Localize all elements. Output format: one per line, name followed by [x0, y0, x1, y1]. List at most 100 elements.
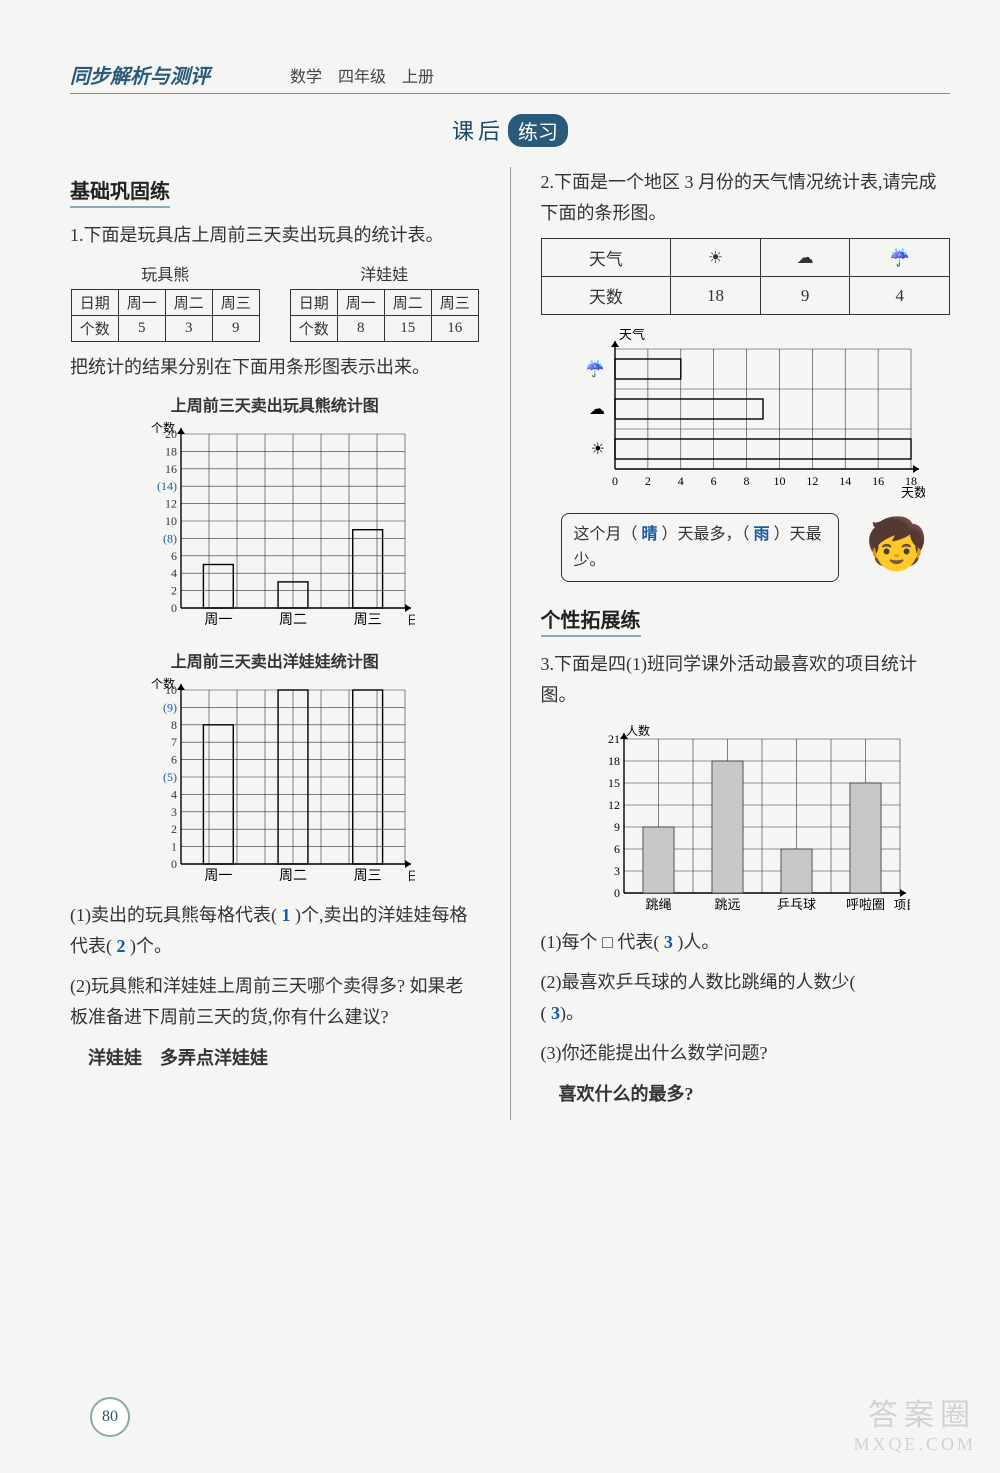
right-column: 2.下面是一个地区 3 月份的天气情况统计表,请完成下面的条形图。 天气 ☀ ☁…: [541, 167, 951, 1120]
bear-title: 玩具熊: [71, 261, 260, 285]
svg-text:8: 8: [171, 718, 177, 732]
doll-title: 洋娃娃: [290, 261, 479, 285]
svg-text:4: 4: [678, 474, 684, 488]
svg-text:21: 21: [608, 732, 620, 746]
svg-text:天气: 天气: [619, 329, 645, 342]
td: 个数: [290, 315, 337, 341]
svg-text:3: 3: [171, 805, 177, 819]
svg-text:项目: 项目: [894, 898, 910, 912]
q3-intro: 3.下面是四(1)班同学课外活动最喜欢的项目统计图。: [541, 649, 951, 710]
svg-text:18: 18: [608, 754, 620, 768]
q1-1: (1)卖出的玩具熊每格代表( 1 )个,卖出的洋娃娃每格代表( 2 )个。: [70, 900, 480, 961]
svg-text:16: 16: [872, 474, 884, 488]
svg-text:跳绳: 跳绳: [646, 897, 672, 912]
svg-text:跳远: 跳远: [715, 897, 741, 912]
td: 8: [337, 315, 384, 341]
q3-3: (3)你还能提出什么数学问题?: [541, 1038, 951, 1069]
bear-table: 日期 周一 周二 周三 个数 5 3 9: [71, 289, 260, 342]
td: 9: [212, 315, 259, 341]
chart2: 01234(5)678(9)10周一周二周三个数日期: [135, 674, 415, 894]
q3-1: (1)每个 □ 代表( 3 )人。: [541, 927, 951, 958]
td: 9: [760, 277, 850, 315]
chart1: 0246(8)1012(14)161820周一周二周三个数日期: [135, 418, 415, 638]
ans: 雨: [754, 526, 770, 543]
svg-text:周二: 周二: [279, 869, 307, 884]
svg-text:3: 3: [614, 864, 620, 878]
q1-2-ans: 洋娃娃 多弄点洋娃娃: [70, 1043, 480, 1074]
svg-text:个数: 个数: [151, 676, 175, 691]
th: 日期: [290, 289, 337, 315]
svg-text:4: 4: [171, 566, 177, 580]
svg-text:(8): (8): [163, 532, 177, 546]
th: 周二: [384, 289, 431, 315]
q1-intro: 1.下面是玩具店上周前三天卖出玩具的统计表。: [70, 220, 480, 251]
svg-text:周三: 周三: [353, 613, 381, 628]
svg-text:☔: ☔: [585, 359, 605, 378]
svg-text:12: 12: [608, 798, 620, 812]
q1-tables: 玩具熊 日期 周一 周二 周三 个数 5 3 9: [70, 261, 480, 342]
svg-text:14: 14: [839, 474, 851, 488]
svg-text:日期: 日期: [407, 869, 415, 883]
td: 4: [850, 277, 950, 315]
th: 周一: [118, 289, 165, 315]
banner-left: 课后: [452, 114, 504, 146]
q2-intro: 2.下面是一个地区 3 月份的天气情况统计表,请完成下面的条形图。: [541, 167, 951, 228]
svg-text:1: 1: [171, 840, 177, 854]
cloud-icon: ☁: [760, 239, 850, 277]
svg-text:2: 2: [171, 822, 177, 836]
chart1-title: 上周前三天卖出玩具熊统计图: [70, 392, 480, 416]
svg-text:6: 6: [171, 549, 177, 563]
svg-text:☀: ☀: [591, 441, 605, 458]
td: 15: [384, 315, 431, 341]
svg-text:日期: 日期: [407, 613, 415, 627]
rain-icon: ☔: [850, 239, 950, 277]
svg-text:(5): (5): [163, 770, 177, 784]
svg-text:(9): (9): [163, 701, 177, 715]
svg-text:12: 12: [807, 474, 819, 488]
svg-text:10: 10: [774, 474, 786, 488]
svg-text:个数: 个数: [151, 420, 175, 435]
td: 天数: [541, 277, 671, 315]
svg-text:周一: 周一: [204, 869, 232, 884]
svg-text:6: 6: [614, 842, 620, 856]
subheader-ext: 个性拓展练: [541, 604, 641, 637]
svg-text:0: 0: [614, 886, 620, 900]
q3-3-ans: 喜欢什么的最多?: [541, 1079, 951, 1110]
watermark: 答案圈 MXQE.COM: [853, 1390, 976, 1455]
svg-text:天数: 天数: [901, 485, 925, 499]
svg-text:4: 4: [171, 788, 177, 802]
svg-text:2: 2: [171, 584, 177, 598]
book-title: 同步解析与测评: [70, 60, 210, 89]
svg-text:周一: 周一: [204, 613, 232, 628]
td: 5: [118, 315, 165, 341]
th: 周二: [165, 289, 212, 315]
svg-text:10: 10: [165, 514, 177, 528]
ans: 3: [664, 932, 673, 952]
th: 天气: [541, 239, 671, 277]
svg-text:18: 18: [165, 445, 177, 459]
chart3: 024681012141618☔☁☀天气天数: [565, 329, 925, 499]
svg-text:6: 6: [711, 474, 717, 488]
weather-table: 天气 ☀ ☁ ☔ 天数 18 9 4: [541, 238, 951, 315]
svg-text:0: 0: [171, 857, 177, 871]
sun-icon: ☀: [671, 239, 761, 277]
left-column: 基础巩固练 1.下面是玩具店上周前三天卖出玩具的统计表。 玩具熊 日期 周一 周…: [70, 167, 480, 1120]
td: 18: [671, 277, 761, 315]
subheader-basic: 基础巩固练: [70, 175, 170, 208]
ans: 1: [281, 905, 290, 925]
q1-2: (2)玩具熊和洋娃娃上周前三天哪个卖得多? 如果老板准备进下周前三天的货,你有什…: [70, 971, 480, 1032]
page-header: 同步解析与测评 数学 四年级 上册: [70, 60, 950, 94]
banner-right: 练习: [508, 114, 568, 147]
kid-icon: 🧒: [866, 504, 928, 584]
subject-info: 数学 四年级 上册: [290, 63, 434, 87]
svg-text:6: 6: [171, 753, 177, 767]
svg-text:☁: ☁: [589, 401, 605, 418]
chart4: 036912151821跳绳跳远乒乓球呼啦圈人数项目: [580, 721, 910, 921]
th: 周一: [337, 289, 384, 315]
svg-text:(14): (14): [157, 479, 177, 493]
doll-table: 日期 周一 周二 周三 个数 8 15 16: [290, 289, 479, 342]
svg-text:0: 0: [612, 474, 618, 488]
svg-text:16: 16: [165, 462, 177, 476]
section-banner: 课后 练习: [70, 114, 950, 147]
chart2-title: 上周前三天卖出洋娃娃统计图: [70, 648, 480, 672]
